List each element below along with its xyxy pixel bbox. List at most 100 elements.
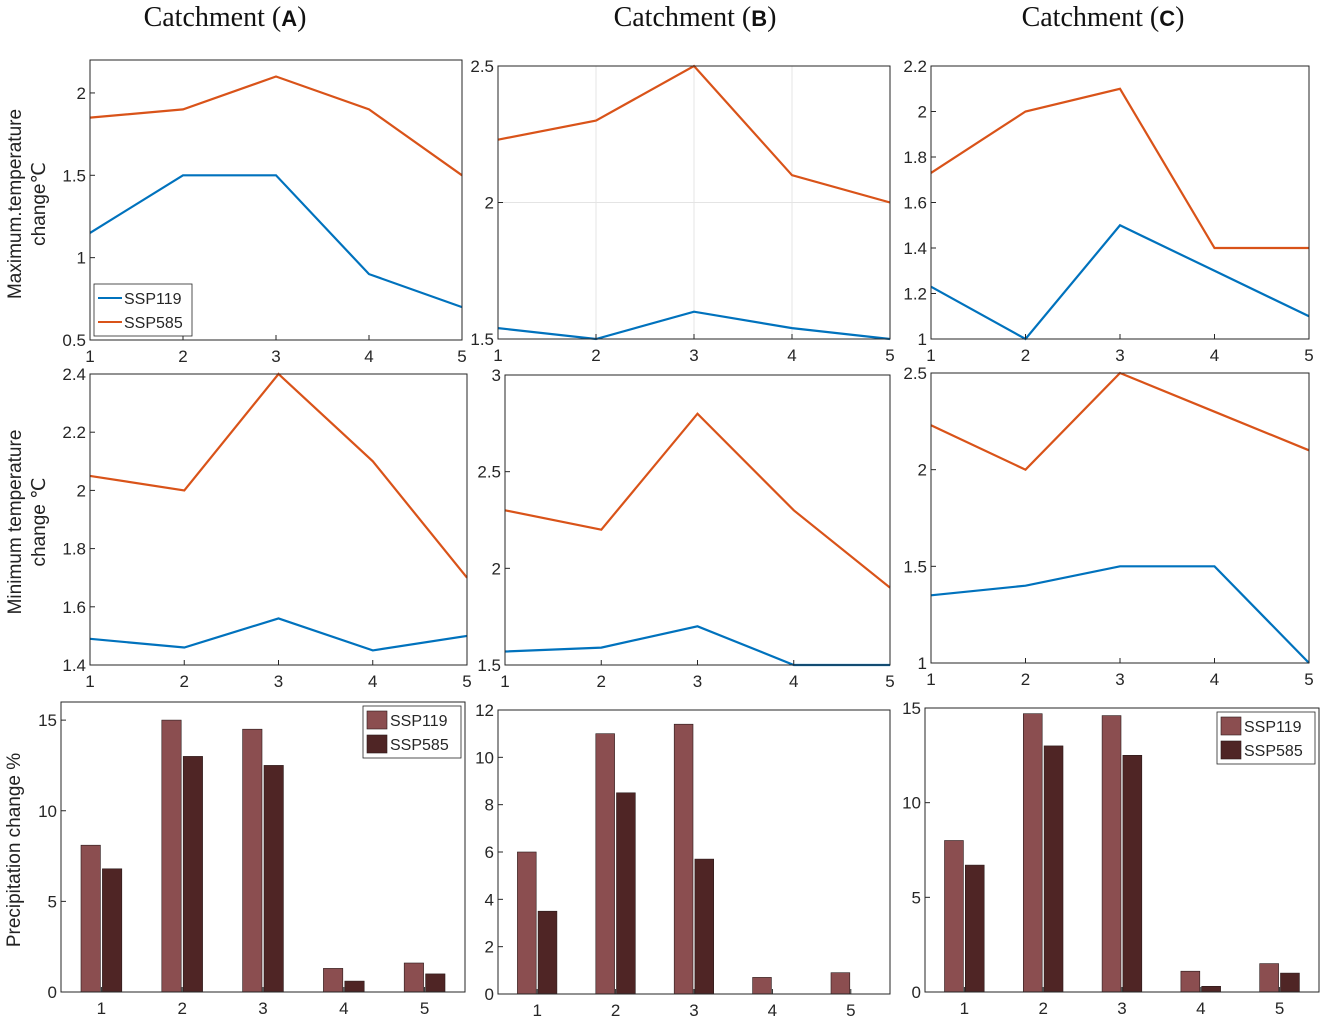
legend-label-ssp119: SSP119 [1244, 719, 1302, 736]
plot-area [498, 710, 890, 994]
x-tick-label: 2 [1021, 670, 1030, 689]
panel-min-C: 1 1.5 2 2.5 1 2 3 4 5 [903, 364, 1313, 689]
y-tick-label: 3 [492, 366, 501, 385]
bar-ssp585-3 [694, 858, 715, 995]
column-title-c: Catchment (C) [1021, 2, 1185, 33]
y-tick-label: 2 [485, 194, 494, 213]
plot-area [931, 66, 1309, 339]
y-tick-label: 2 [77, 481, 86, 500]
x-tick-label: 3 [689, 1001, 698, 1020]
column-title-a: Catchment (A) [143, 2, 307, 33]
panel-max-B: 1.5 2 2.5 1 2 3 4 5 [470, 57, 894, 365]
x-tick-label: 1 [960, 999, 969, 1018]
y-tick-label: 2 [918, 461, 927, 480]
bar-ssp119-4 [1180, 970, 1201, 993]
legend-label-ssp585: SSP585 [1244, 743, 1303, 760]
x-tick-label: 4 [1210, 346, 1219, 365]
x-tick-label: 5 [1304, 670, 1313, 689]
bar-ssp585-3 [263, 765, 284, 993]
column-titles: Catchment (A) Catchment (B) Catchment (C… [0, 0, 1325, 40]
x-tick-label: 1 [493, 346, 502, 365]
x-tick-label: 2 [180, 672, 189, 691]
x-tick-label: 4 [1196, 999, 1205, 1018]
y-tick-label: 1 [918, 330, 927, 349]
series-line-ssp585 [930, 87, 1309, 250]
legend-label-ssp585: SSP585 [390, 737, 449, 754]
x-tick-label: 2 [591, 346, 600, 365]
plot-area [505, 375, 890, 665]
y-tick-label: 1.5 [477, 656, 501, 675]
y-tick-label: 1.6 [903, 194, 927, 213]
x-tick-label: 1 [926, 670, 935, 689]
bar-ssp585-1 [537, 910, 558, 995]
x-tick-label: 5 [885, 672, 894, 691]
y-tick-label: 15 [902, 699, 921, 718]
legend-box [93, 283, 193, 337]
series-line-ssp119 [497, 310, 891, 341]
panel-min-B: 1.5 2 2.5 3 1 2 3 4 5 [477, 366, 894, 691]
y-tick-label: 0 [485, 985, 494, 1004]
x-tick-label: 2 [1038, 999, 1047, 1018]
y-tick-label: 1 [77, 249, 86, 268]
y-tick-label: 1.8 [62, 540, 86, 559]
panel-max-C: 1 1.2 1.4 1.6 1.8 2 2.2 1 2 3 4 5 [903, 57, 1313, 365]
bar-ssp119-2 [161, 719, 182, 993]
y-tick-label: 0 [48, 983, 57, 1002]
x-tick-label: 4 [364, 347, 373, 366]
bar-ssp119-3 [673, 723, 694, 995]
y-tick-label: 2.4 [62, 365, 86, 384]
y-tick-label: 2 [492, 559, 501, 578]
bar-ssp585-1 [964, 864, 985, 993]
y-tick-label: 5 [48, 892, 57, 911]
y-tick-label: 10 [902, 794, 921, 813]
legend: SSP119 SSP585 [93, 283, 193, 337]
legend-label-ssp119: SSP119 [390, 713, 448, 730]
bar-ssp585-4 [344, 980, 365, 993]
legend-swatch-ssp119 [1220, 716, 1242, 736]
x-tick-label: 4 [1210, 670, 1219, 689]
series-line-ssp119 [89, 617, 468, 652]
bar-ssp585-3 [1122, 754, 1143, 993]
panel-min-A: 1.4 1.6 1.8 2 2.2 2.4 1 2 3 4 5 [62, 365, 471, 691]
x-tick-label: 5 [1304, 346, 1313, 365]
x-tick-label: 2 [1021, 346, 1030, 365]
plot-area [931, 373, 1309, 663]
series-line-ssp585 [89, 75, 463, 177]
y-tick-label: 1.5 [62, 166, 86, 185]
legend-label-ssp119: SSP119 [124, 291, 182, 308]
x-tick-label: 3 [689, 346, 698, 365]
series-line-ssp119 [89, 174, 463, 309]
y-tick-label: 4 [485, 890, 494, 909]
bar-ssp119-5 [403, 962, 424, 993]
bar-ssp119-3 [242, 728, 263, 993]
y-tick-label: 10 [38, 802, 57, 821]
y-tick-label: 1.4 [903, 239, 927, 258]
x-tick-label: 5 [457, 347, 466, 366]
y-tick-label: 0 [912, 983, 921, 1002]
x-tick-label: 3 [1115, 670, 1124, 689]
x-tick-label: 4 [787, 346, 796, 365]
column-title-b: Catchment (B) [613, 2, 777, 33]
legend: SSP119 SSP585 [1216, 711, 1316, 765]
bar-ssp585-2 [616, 792, 636, 995]
y-tick-label: 1.5 [903, 557, 927, 576]
legend-swatch-ssp585 [1220, 740, 1242, 760]
bar-ssp119-4 [323, 968, 344, 993]
x-tick-label: 3 [1117, 999, 1126, 1018]
bar-ssp119-3 [1101, 715, 1122, 993]
y-tick-label: 2.5 [903, 364, 927, 383]
y-tick-label: 5 [912, 888, 921, 907]
x-tick-label: 5 [462, 672, 471, 691]
bar-ssp119-1 [517, 851, 537, 995]
y-tick-label: 1.2 [903, 285, 927, 304]
panel-pr-A: 0 5 10 15 1 2 3 4 5 SSP119 SSP585 [38, 701, 466, 1018]
bar-ssp585-2 [182, 756, 203, 993]
bar-ssp119-5 [830, 972, 851, 995]
x-tick-label: 3 [271, 347, 280, 366]
x-tick-label: 2 [178, 347, 187, 366]
series-line-ssp585 [504, 412, 891, 589]
bar-ssp585-2 [1043, 745, 1064, 993]
x-tick-label: 1 [532, 1001, 541, 1020]
